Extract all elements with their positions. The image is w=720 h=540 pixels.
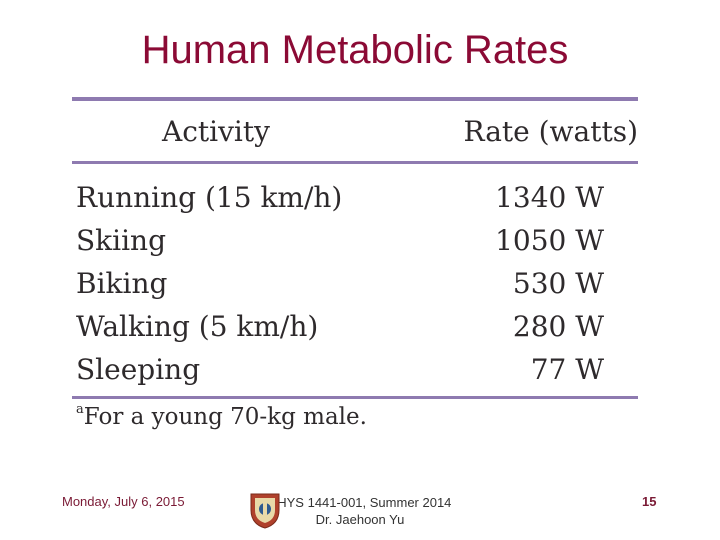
table-row: Walking (5 km/h) 280 W — [72, 310, 638, 353]
rate-cell: 530 W — [512, 267, 604, 300]
rate-cell: 1050 W — [495, 224, 604, 257]
activity-cell: Biking — [76, 267, 168, 300]
footnote-marker: a — [76, 402, 84, 418]
footnote-text: For a young 70-kg male. — [83, 404, 367, 430]
table-row: Sleeping 77 W — [72, 353, 638, 396]
table-row: Biking 530 W — [72, 267, 638, 310]
table-top-rule — [72, 97, 638, 101]
rate-cell: 77 W — [530, 353, 604, 386]
page-number: 15 — [642, 494, 657, 509]
table-row: Skiing 1050 W — [72, 224, 638, 267]
course-title: PHYS 1441-001, Summer 2014 — [268, 495, 452, 510]
table-footnote: aFor a young 70-kg male. — [76, 402, 367, 430]
metabolic-rates-table: Activity Rate (watts) Running (15 km/h) … — [72, 97, 638, 437]
rate-cell: 280 W — [512, 310, 604, 343]
footer-course: PHYS 1441-001, Summer 2014 Dr. Jaehoon Y… — [245, 494, 475, 528]
header-rate: Rate (watts) — [463, 115, 638, 148]
university-seal-icon — [250, 493, 280, 529]
table-bottom-rule — [72, 396, 638, 399]
slide-title: Human Metabolic Rates — [141, 28, 569, 72]
table-header-rule — [72, 161, 638, 164]
activity-cell: Sleeping — [76, 353, 201, 386]
table-row: Running (15 km/h) 1340 W — [72, 181, 638, 224]
header-activity: Activity — [162, 115, 270, 148]
activity-cell: Walking (5 km/h) — [76, 310, 319, 343]
rate-cell: 1340 W — [495, 181, 604, 214]
instructor-name: Dr. Jaehoon Yu — [315, 512, 405, 527]
activity-cell: Running (15 km/h) — [76, 181, 343, 214]
footer-date: Monday, July 6, 2015 — [62, 494, 185, 509]
activity-cell: Skiing — [76, 224, 167, 257]
